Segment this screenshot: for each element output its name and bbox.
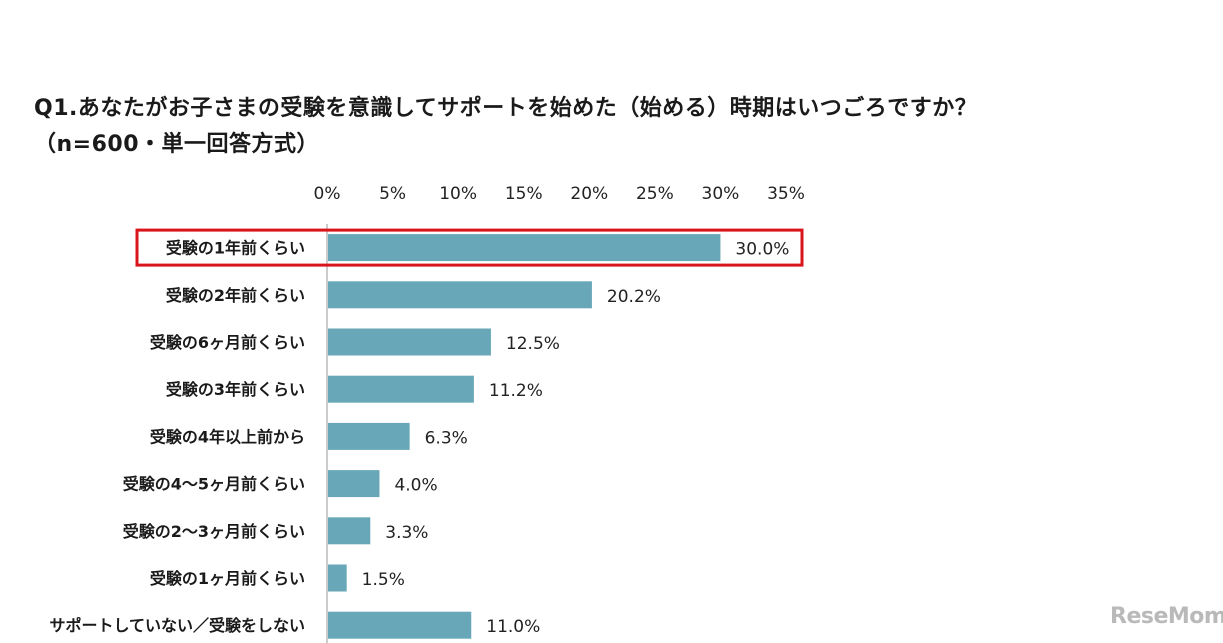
bars: [328, 234, 721, 639]
category-label: 受験の2～3ヶ月前くらい: [123, 522, 305, 541]
category-label: 受験の1ヶ月前くらい: [150, 569, 305, 588]
bar: [328, 611, 472, 639]
x-tick-label: 25%: [636, 184, 674, 204]
bar: [328, 422, 410, 450]
value-label: 11.2%: [489, 381, 543, 401]
bar: [328, 234, 721, 262]
category-label: 受験の2年前くらい: [166, 286, 305, 305]
value-labels: 30.0% 20.2% 12.5% 11.2% 6.3% 4.0% 3.3% 1.5% 11.0…: [362, 240, 790, 638]
chart-title: Q1.あなたがお子さまの受験を意識してサポートを始めた（始める）時期はいつごろで…: [34, 96, 978, 121]
x-axis-ticks: 0% 5% 10% 15% 20% 25% 30% 35%: [314, 184, 805, 204]
bar: [328, 281, 592, 309]
highlight-box: [135, 228, 804, 267]
bar: [328, 375, 474, 403]
category-label: 受験の4年以上前から: [150, 427, 305, 446]
category-label: 受験の4～5ヶ月前くらい: [123, 475, 305, 494]
category-label: サポートしていない／受験をしない: [49, 616, 305, 635]
value-label: 30.0%: [735, 240, 789, 260]
x-tick-label: 15%: [505, 184, 543, 204]
x-tick-label: 30%: [702, 184, 740, 204]
value-label: 11.0%: [486, 617, 540, 637]
value-label: 20.2%: [607, 287, 661, 307]
category-label: 受験の6ヶ月前くらい: [150, 333, 305, 352]
x-tick-label: 35%: [767, 184, 805, 204]
resemom-logo: ReseMom: [1110, 604, 1223, 629]
value-label: 3.3%: [385, 523, 428, 543]
bar: [328, 564, 347, 592]
chart-subtitle: （n=600・単一回答方式）: [34, 132, 320, 157]
bar: [328, 470, 380, 498]
value-label: 4.0%: [394, 476, 437, 496]
x-tick-label: 10%: [439, 184, 477, 204]
value-label: 6.3%: [425, 428, 468, 448]
value-label: 12.5%: [506, 334, 560, 354]
x-tick-label: 5%: [379, 184, 406, 204]
category-labels: 受験の1年前くらい受験の2年前くらい受験の6ヶ月前くらい受験の3年前くらい受験の…: [49, 239, 305, 636]
x-tick-label: 0%: [314, 184, 341, 204]
category-label: 受験の3年前くらい: [166, 380, 305, 399]
bar: [328, 517, 371, 545]
bar: [328, 328, 491, 356]
x-tick-label: 20%: [570, 184, 608, 204]
value-label: 1.5%: [362, 570, 405, 590]
category-label: 受験の1年前くらい: [166, 239, 305, 258]
